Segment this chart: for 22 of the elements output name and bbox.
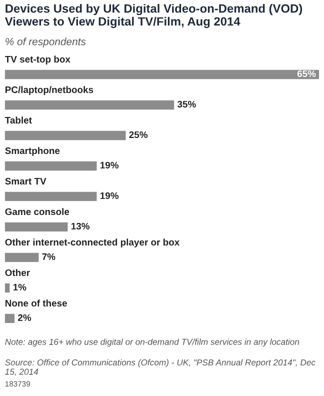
data-label: 19% — [100, 192, 119, 200]
y-tick-label: Smartphone — [5, 147, 60, 156]
data-label: 1% — [13, 284, 26, 290]
data-label: 7% — [42, 253, 56, 260]
y-tick-label: Other internet-connected player or box — [5, 238, 180, 248]
data-label: 13% — [71, 222, 90, 230]
y-tick-label: Other — [5, 269, 30, 276]
y-tick-label: None of these — [5, 300, 67, 307]
chart-subtitle: % of respondents — [6, 38, 86, 48]
data-label: 65% — [297, 70, 316, 78]
data-label: 2% — [18, 314, 32, 321]
text: Note: ages 16+ who use digital or on-demand TV/film services in any location — [5, 338, 300, 347]
y-tick-label: Game console — [5, 208, 70, 216]
source-note: Source: Office of Communications (Ofcom) - UK, "PSB Annual Report 2014", Dec 15, 2014 — [5, 359, 316, 376]
data-label: 35% — [177, 100, 196, 108]
y-tick-label: Tablet — [4, 116, 32, 124]
y-tick-label: PC/laptop/netbooks — [5, 86, 94, 95]
data-label: 25% — [129, 131, 148, 138]
y-tick-label: TV set-top box — [4, 56, 70, 64]
y-tick-label: Smart TV — [5, 178, 46, 185]
chart-title: Devices Used by UK Digital Video-on-Demand (VOD) Viewers to View Digital TV/Film, Aug 2014 — [4, 4, 302, 28]
data-label: 19% — [100, 162, 119, 169]
